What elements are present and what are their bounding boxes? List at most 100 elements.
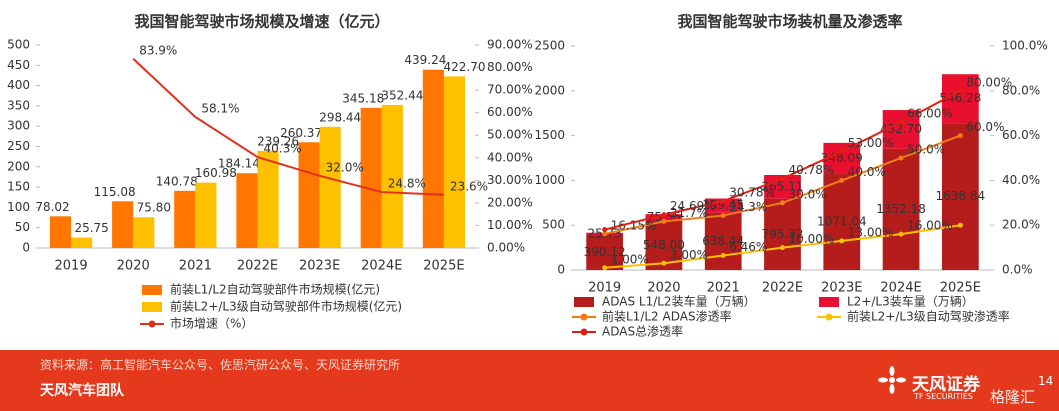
- bar-label: 546.28: [939, 91, 981, 105]
- line: [132, 58, 444, 196]
- logo: 天风证券: [912, 375, 980, 395]
- bar: [257, 150, 279, 248]
- line-marker: [957, 133, 963, 139]
- bar-segment: [941, 123, 979, 270]
- bar-label: 115.08: [94, 185, 136, 199]
- y2-tick-label: 70.00%: [487, 83, 533, 97]
- legend-swatch-dot: [580, 313, 588, 321]
- bar: [49, 216, 72, 248]
- bar-segment: [823, 142, 861, 175]
- bar: [298, 142, 320, 248]
- legend-swatch: [574, 297, 594, 307]
- y2-tick-label: 80.0%: [1002, 83, 1040, 97]
- line-label: 24.69%: [670, 199, 716, 213]
- y2-tick-label: 20.0%: [1002, 218, 1040, 232]
- line-marker: [839, 148, 845, 154]
- source: 资料来源：高工智能汽车公众号、佐思汽研公众号、天风证券研究所: [40, 358, 401, 372]
- line-label: 40.0%: [848, 165, 886, 179]
- bar: [319, 126, 341, 248]
- y2-tick-label: 40.00%: [487, 150, 533, 164]
- chart-title: 我国智能驾驶市场规模及增速（亿元）: [134, 13, 389, 31]
- x-tick-label: 2025E: [423, 259, 464, 274]
- line-marker: [661, 212, 667, 218]
- x-tick-label: 2024E: [361, 259, 402, 274]
- bar-label: 439.24: [404, 53, 446, 67]
- y-tick-label: 0: [557, 263, 565, 277]
- line-marker: [602, 231, 608, 237]
- legend-label: L2+/L3装车量（万辆）: [847, 294, 974, 309]
- y-tick-label: 0: [22, 241, 30, 255]
- line-marker: [898, 231, 904, 237]
- page-number: 14: [1038, 374, 1054, 388]
- y2-tick-label: 100.0%: [1002, 39, 1048, 53]
- line-label: 21.7%: [670, 206, 708, 220]
- line-marker: [720, 213, 726, 219]
- line-label: 13.00%: [848, 225, 894, 239]
- y2-tick-label: 10.00%: [487, 218, 533, 232]
- charts: 我国智能驾驶市场规模及增速（亿元） 0 50 100 150 200 250 300 350 40…: [7, 13, 1048, 339]
- y-tick-label: 2000: [534, 83, 565, 97]
- line-label: 24.8%: [388, 177, 426, 191]
- line-label: 24.3%: [729, 200, 767, 214]
- y2-tick-label: 0.0%: [1002, 263, 1033, 277]
- line-label: 60.0%: [966, 120, 1004, 134]
- y-tick-label: 100: [7, 200, 30, 214]
- bar-label: 75.80: [137, 201, 171, 215]
- line-marker: [720, 198, 726, 204]
- line-label: 30.0%: [789, 187, 827, 201]
- bar: [174, 190, 196, 248]
- bar-label: 1071.04: [817, 215, 867, 229]
- y-tick-label: 1500: [534, 128, 565, 142]
- footer: 资料来源：高工智能汽车公众号、佐思汽研公众号、天风证券研究所 天风汽车团队 天风…: [0, 350, 1059, 411]
- legend-label: 前装L1/L2自动驾驶部件市场规模(亿元): [170, 282, 380, 297]
- x-tick-label: 2024E: [880, 281, 921, 296]
- y-tick-label: 300: [7, 119, 30, 133]
- legend-label: 前装L1/L2 ADAS渗透率: [602, 309, 732, 324]
- x-tick-label: 2021: [179, 259, 212, 274]
- y2-tick-label: 80.00%: [487, 60, 533, 74]
- legend-swatch-dot: [580, 328, 588, 336]
- legend-label: ADAS总渗透率: [602, 324, 683, 339]
- bar: [71, 237, 93, 248]
- bar-segment: [941, 74, 979, 124]
- bar-segment: [586, 235, 624, 270]
- x-tick-label: 2025E: [940, 281, 981, 296]
- line-label: 53.00%: [848, 136, 894, 150]
- line-marker: [602, 227, 608, 233]
- bar: [360, 107, 382, 248]
- chart-title: 我国智能驾驶市场装机量及渗透率: [677, 13, 902, 31]
- legend-swatch: [142, 285, 162, 295]
- y2-tick-label: 60.00%: [487, 105, 533, 119]
- line-label: 83.9%: [139, 43, 177, 57]
- x-tick-label: 2023E: [299, 259, 340, 274]
- bar-label: 348.09: [821, 151, 863, 165]
- bar: [112, 201, 134, 248]
- bar: [443, 76, 466, 249]
- y2-tick-label: 20.00%: [487, 195, 533, 209]
- bar: [381, 104, 403, 248]
- bar-label: 184.14: [218, 157, 260, 171]
- y-tick-label: 2500: [534, 39, 565, 53]
- line-marker: [898, 119, 904, 125]
- bar-label: 638.44: [702, 234, 744, 248]
- y-tick-label: 500: [542, 218, 565, 232]
- line-label: 32.0%: [326, 160, 364, 174]
- legend-label: 市场增速（%）: [170, 316, 253, 331]
- y2-tick-label: 60.0%: [1002, 128, 1040, 142]
- logo-en: TF SECURITIES: [914, 392, 973, 401]
- line-marker: [957, 88, 963, 94]
- line-label: 30.78%: [729, 186, 775, 200]
- bar: [133, 217, 155, 248]
- line-marker: [720, 253, 726, 259]
- line-label: 16.15%: [611, 218, 657, 232]
- line-marker: [780, 245, 785, 251]
- legend-label: ADAS L1/L2装车量（万辆）: [602, 294, 756, 309]
- x-tick-label: 2022E: [762, 281, 803, 296]
- x-tick-label: 2020: [647, 281, 680, 296]
- x-tick-label: 2021: [707, 281, 740, 296]
- team: 天风汽车团队: [40, 383, 124, 399]
- y-tick-label: 400: [7, 78, 30, 92]
- bar-label: 159.45: [702, 198, 744, 212]
- bar-segment: [704, 198, 742, 213]
